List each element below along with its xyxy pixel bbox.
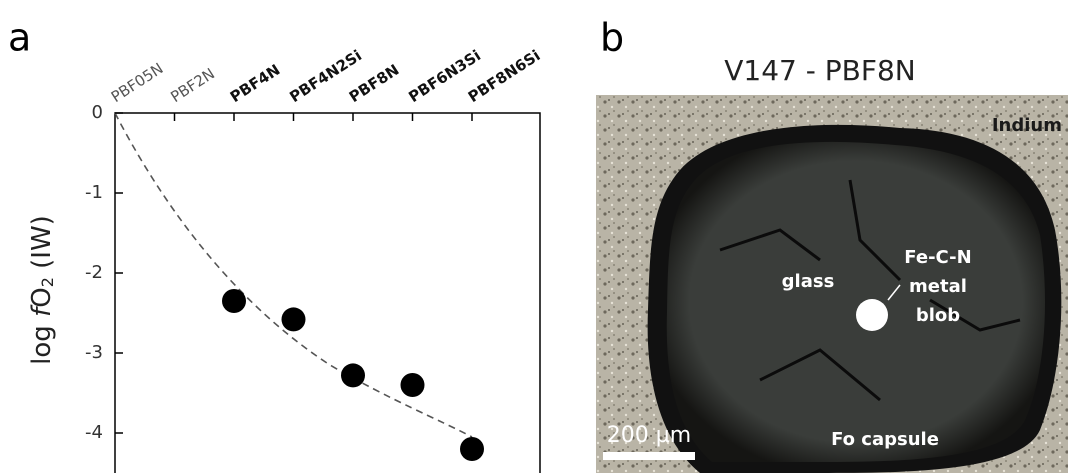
plot-frame — [114, 112, 541, 473]
point — [281, 307, 306, 332]
x-tick-label: PBF2N — [167, 64, 218, 106]
leader-line — [887, 284, 901, 301]
image-label: blob — [916, 305, 960, 326]
panel-label: a — [8, 16, 31, 60]
cracks — [719, 179, 1021, 402]
point — [460, 437, 484, 461]
x-tick-label: PBF4N — [227, 61, 283, 106]
y-label-part: O — [27, 287, 57, 307]
scale-bar — [603, 452, 695, 460]
image-label: glass — [782, 271, 835, 292]
y-axis-label: log fO2 (IW) — [27, 215, 57, 365]
y-tick-label: -1 — [85, 182, 103, 203]
image-label: Indium — [992, 115, 1062, 136]
y-tick-label: -4 — [85, 422, 103, 443]
y-tick-label: 0 — [92, 102, 103, 123]
point — [222, 289, 246, 313]
image-title: V147 - PBF8N — [724, 54, 915, 87]
trend-curve — [114, 112, 473, 438]
micrograph — [596, 95, 1068, 473]
y-label-part: log — [27, 317, 57, 365]
image-label: 200 µm — [607, 423, 691, 448]
y-label-part: 2 — [38, 277, 57, 287]
point — [341, 363, 365, 388]
glass-region — [666, 141, 1045, 462]
y-label-part: (IW) — [27, 215, 57, 277]
image-label: Fo capsule — [831, 429, 939, 450]
image-label: metal — [909, 276, 967, 297]
x-tick-label: PBF05N — [108, 59, 167, 106]
metal-blob — [856, 299, 888, 331]
point — [400, 373, 425, 397]
image-label: Fe-C-N — [904, 247, 971, 268]
y-tick-label: -3 — [85, 342, 103, 363]
y-tick-label: -2 — [85, 262, 103, 283]
panel-label: b — [600, 16, 624, 60]
